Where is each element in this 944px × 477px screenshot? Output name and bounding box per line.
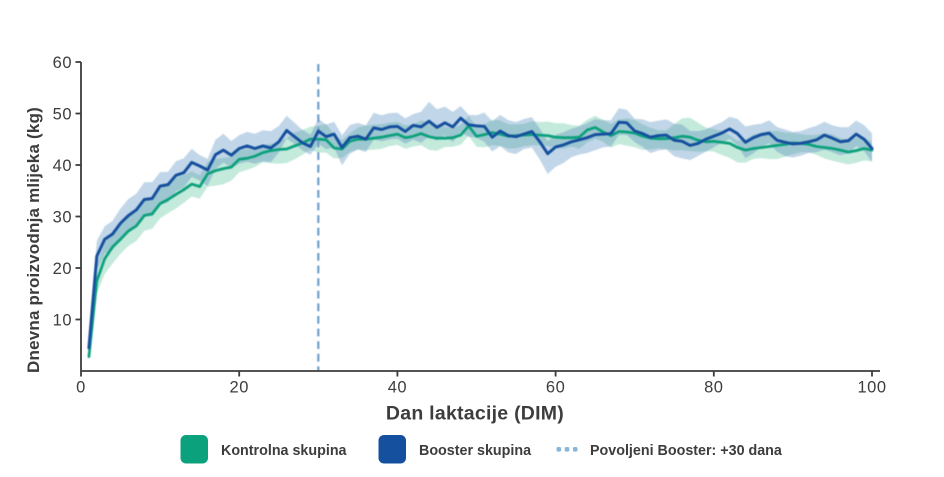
svg-text:Booster skupina: Booster skupina: [419, 443, 532, 459]
svg-text:30: 30: [53, 209, 72, 227]
svg-text:0: 0: [76, 378, 86, 396]
svg-text:Dan laktacije (DIM): Dan laktacije (DIM): [386, 402, 564, 424]
svg-text:Povoljeni Booster: +30 dana: Povoljeni Booster: +30 dana: [590, 443, 783, 459]
svg-text:100: 100: [857, 378, 886, 396]
svg-text:60: 60: [546, 378, 565, 396]
svg-text:Kontrolna skupina: Kontrolna skupina: [221, 443, 348, 459]
svg-text:40: 40: [388, 378, 407, 396]
svg-text:80: 80: [704, 378, 723, 396]
svg-text:50: 50: [53, 106, 72, 124]
svg-text:10: 10: [53, 312, 72, 330]
svg-text:40: 40: [53, 157, 72, 175]
svg-text:Dnevna proizvodnja mlijeka (kg: Dnevna proizvodnja mlijeka (kg): [24, 107, 43, 373]
svg-text:60: 60: [53, 54, 72, 72]
svg-text:20: 20: [230, 378, 249, 396]
svg-text:20: 20: [53, 260, 72, 278]
